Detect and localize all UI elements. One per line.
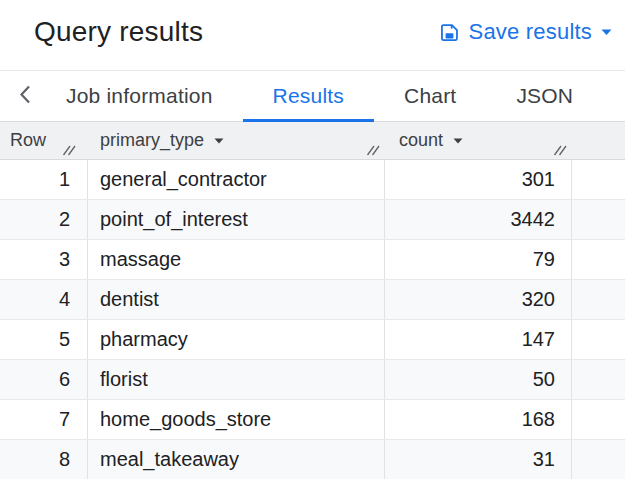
save-results-button[interactable]: Save results <box>439 19 612 45</box>
column-menu-caret-icon[interactable] <box>453 138 463 144</box>
count-cell: 168 <box>385 400 572 439</box>
chevron-left-icon <box>19 85 31 107</box>
filler-cell <box>572 360 625 399</box>
filler-cell <box>572 280 625 319</box>
table-row: 6 florist 50 <box>0 360 625 400</box>
dropdown-caret-icon <box>601 29 612 36</box>
row-number-cell: 8 <box>0 440 88 479</box>
table-header-row: Row primary_type count <box>0 122 625 160</box>
results-tab-bar: Job information Results Chart JSON <box>0 70 625 122</box>
count-cell: 147 <box>385 320 572 359</box>
table-row: 4 dentist 320 <box>0 280 625 320</box>
table-row: 8 meal_takeaway 31 <box>0 440 625 479</box>
column-header-filler <box>572 122 625 159</box>
tab-json[interactable]: JSON <box>486 71 603 121</box>
results-table-body: 1 general_contractor 301 2 point_of_inte… <box>0 160 625 479</box>
primary-type-cell: home_goods_store <box>88 400 385 439</box>
count-cell: 3442 <box>385 200 572 239</box>
page-title: Query results <box>34 16 203 48</box>
column-header-count: count <box>385 122 572 159</box>
primary-type-cell: dentist <box>88 280 385 319</box>
row-number-cell: 6 <box>0 360 88 399</box>
primary-type-cell: meal_takeaway <box>88 440 385 479</box>
count-cell: 79 <box>385 240 572 279</box>
column-menu-caret-icon[interactable] <box>214 138 224 144</box>
filler-cell <box>572 240 625 279</box>
count-cell: 31 <box>385 440 572 479</box>
filler-cell <box>572 320 625 359</box>
row-number-cell: 4 <box>0 280 88 319</box>
table-row: 2 point_of_interest 3442 <box>0 200 625 240</box>
count-cell: 301 <box>385 160 572 199</box>
column-resize-grip[interactable] <box>62 145 77 156</box>
query-results-panel: Query results Save results Job informati… <box>0 0 625 479</box>
table-row: 1 general_contractor 301 <box>0 160 625 200</box>
primary-type-cell: pharmacy <box>88 320 385 359</box>
row-number-cell: 3 <box>0 240 88 279</box>
table-row: 7 home_goods_store 168 <box>0 400 625 440</box>
primary-type-cell: massage <box>88 240 385 279</box>
results-header-bar: Query results Save results <box>0 0 625 70</box>
primary-type-cell: florist <box>88 360 385 399</box>
filler-cell <box>572 160 625 199</box>
row-number-cell: 1 <box>0 160 88 199</box>
scroll-tabs-left-button[interactable] <box>14 71 36 121</box>
column-header-primary-type: primary_type <box>88 122 385 159</box>
tab-chart[interactable]: Chart <box>374 71 486 121</box>
table-row: 3 massage 79 <box>0 240 625 280</box>
tab-results[interactable]: Results <box>243 71 374 121</box>
primary-type-cell: point_of_interest <box>88 200 385 239</box>
column-label: Row <box>10 130 46 151</box>
count-cell: 50 <box>385 360 572 399</box>
filler-cell <box>572 440 625 479</box>
column-header-row: Row <box>0 122 88 159</box>
column-label: count <box>399 130 443 151</box>
primary-type-cell: general_contractor <box>88 160 385 199</box>
column-resize-grip[interactable] <box>366 145 381 156</box>
save-results-label: Save results <box>469 19 592 45</box>
tab-job-information[interactable]: Job information <box>36 71 243 121</box>
save-icon <box>439 22 460 43</box>
row-number-cell: 7 <box>0 400 88 439</box>
count-cell: 320 <box>385 280 572 319</box>
table-row: 5 pharmacy 147 <box>0 320 625 360</box>
filler-cell <box>572 400 625 439</box>
column-resize-grip[interactable] <box>553 145 568 156</box>
filler-cell <box>572 200 625 239</box>
column-label: primary_type <box>100 130 204 151</box>
row-number-cell: 5 <box>0 320 88 359</box>
row-number-cell: 2 <box>0 200 88 239</box>
